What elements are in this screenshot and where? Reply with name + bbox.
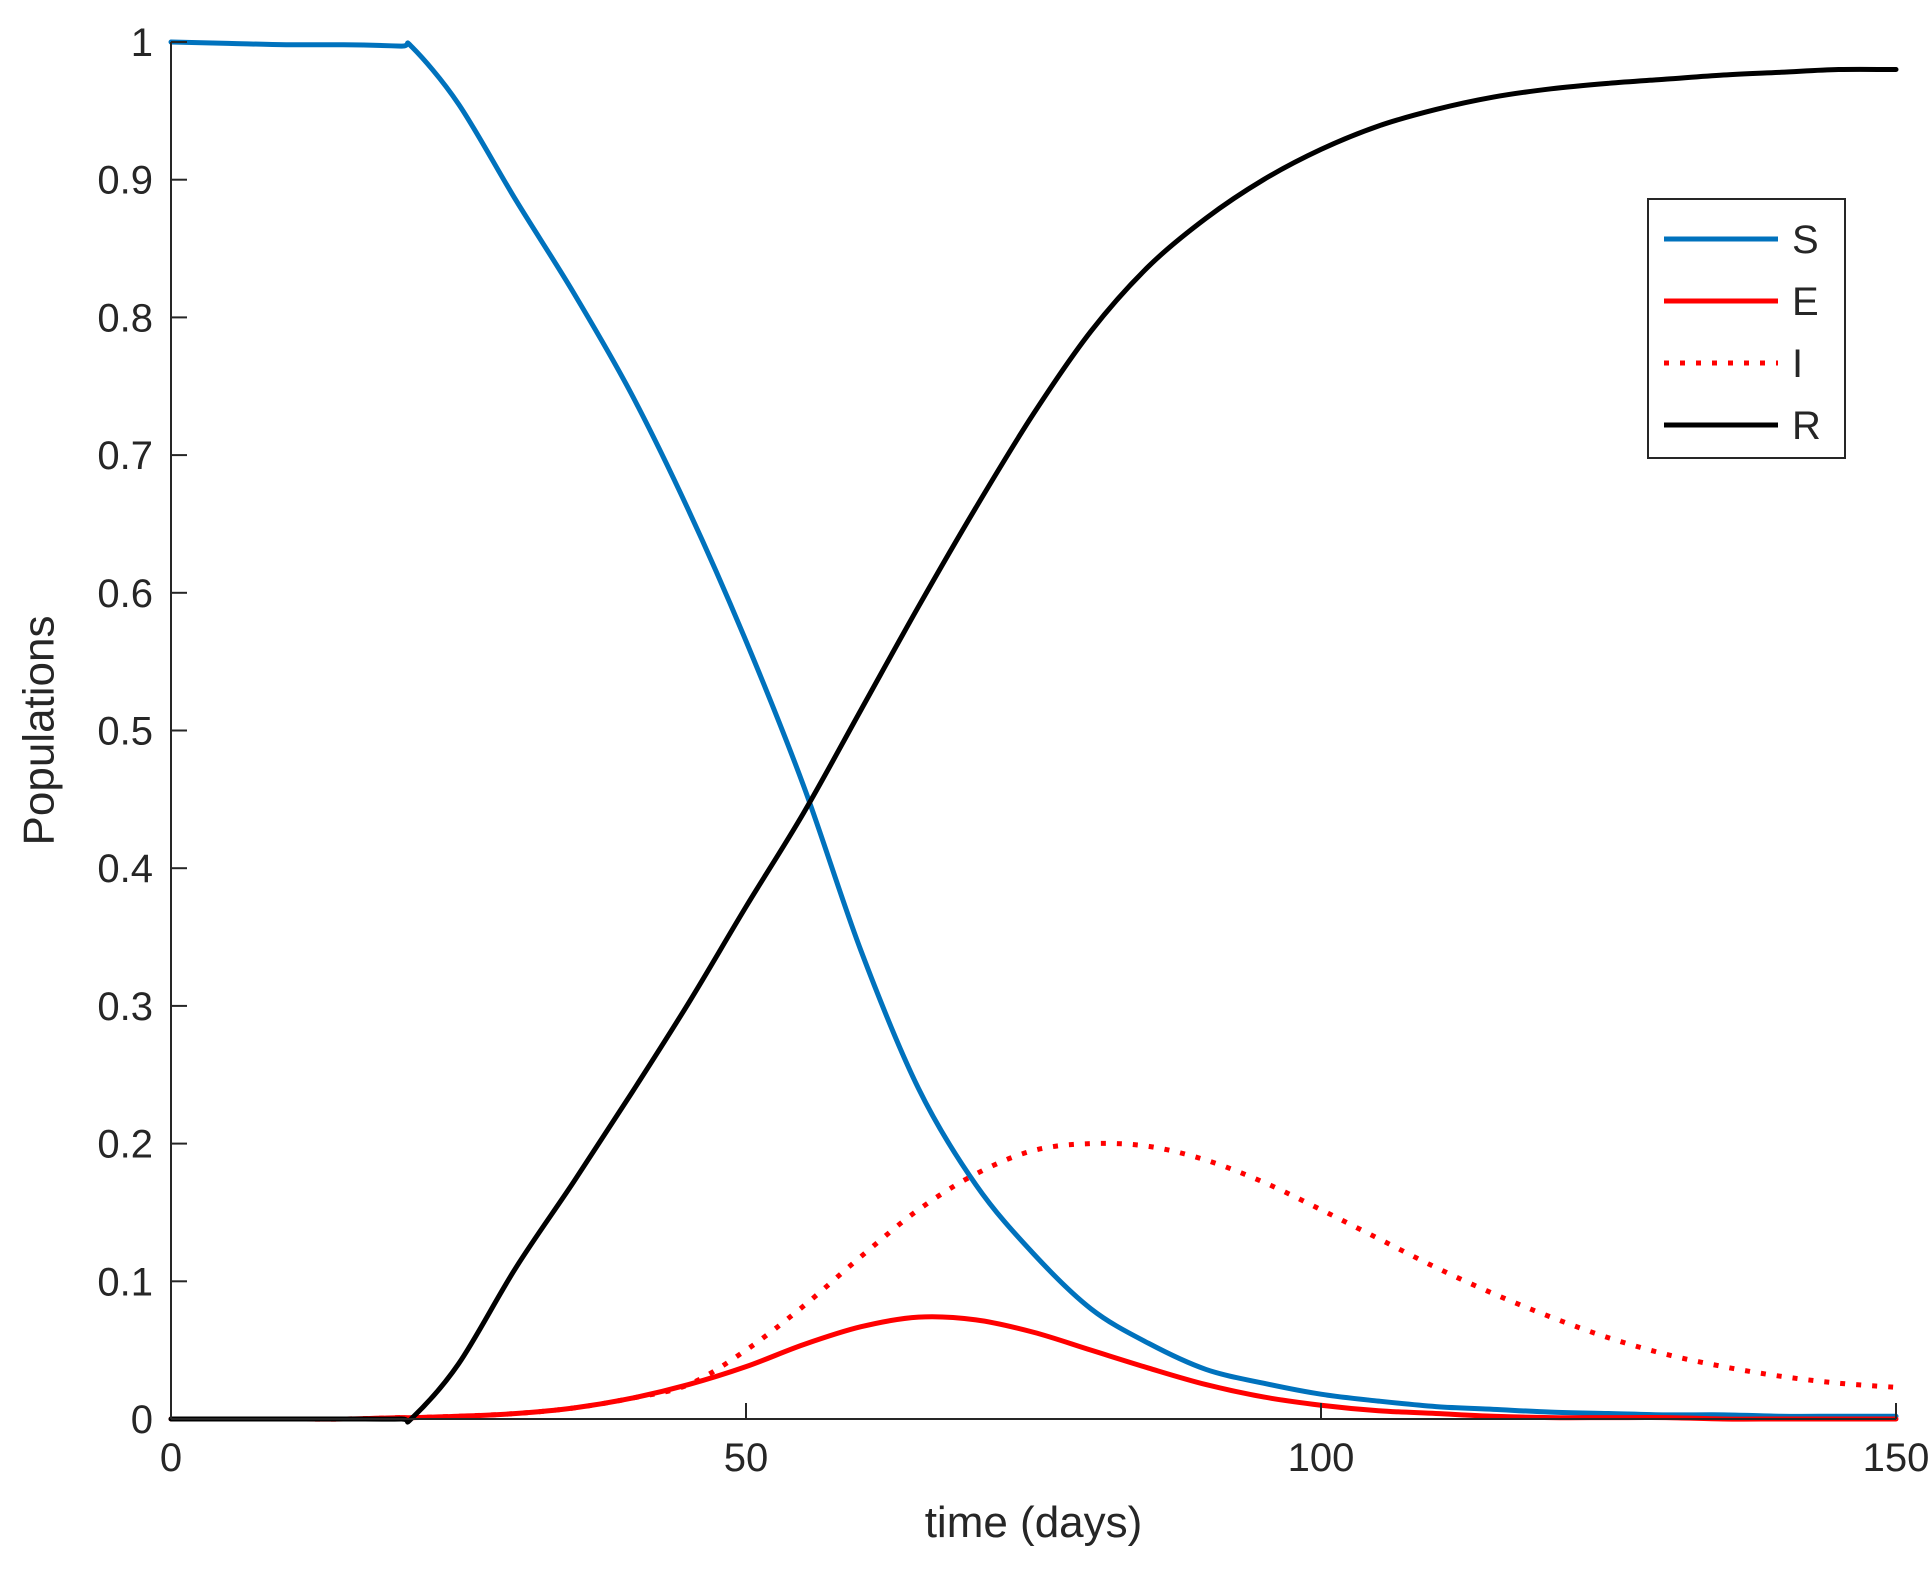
series-line-s bbox=[168, 39, 1899, 1419]
y-tick-label: 0.5 bbox=[97, 710, 153, 754]
legend-label-r: R bbox=[1792, 404, 1821, 448]
y-tick-label: 0.1 bbox=[97, 1260, 153, 1304]
x-tick-label: 50 bbox=[724, 1436, 769, 1480]
x-tick-label: 100 bbox=[1288, 1436, 1355, 1480]
series-line-i bbox=[171, 1140, 1897, 1422]
x-tick-label: 0 bbox=[160, 1436, 182, 1480]
x-tick-label: 150 bbox=[1863, 1436, 1930, 1480]
y-tick-label: 0.6 bbox=[97, 572, 153, 616]
legend-label-i: I bbox=[1792, 342, 1803, 386]
x-axis-label: time (days) bbox=[925, 1498, 1143, 1547]
ticks-layer: 0 50 100 150 0 0.1 0.2 0.3 0.4 0.5 0.6 0.7 0.8 0.9 1 bbox=[97, 21, 1929, 1480]
y-tick-label: 0 bbox=[131, 1398, 153, 1442]
y-tick-label: 0.9 bbox=[97, 159, 153, 203]
legend-label-s: S bbox=[1792, 218, 1819, 262]
series-layer bbox=[168, 39, 1899, 1425]
y-tick-label: 0.7 bbox=[97, 434, 153, 478]
y-tick-label: 0.8 bbox=[97, 296, 153, 340]
y-tick-label: 0.2 bbox=[97, 1123, 153, 1167]
y-tick-label: 1 bbox=[131, 21, 153, 65]
y-tick-label: 0.3 bbox=[97, 985, 153, 1029]
y-tick-label: 0.4 bbox=[97, 847, 153, 891]
y-axis-label: Populations bbox=[15, 616, 64, 846]
series-line-r bbox=[168, 66, 1899, 1425]
legend-box bbox=[1647, 198, 1846, 459]
legend-label-e: E bbox=[1792, 280, 1819, 324]
